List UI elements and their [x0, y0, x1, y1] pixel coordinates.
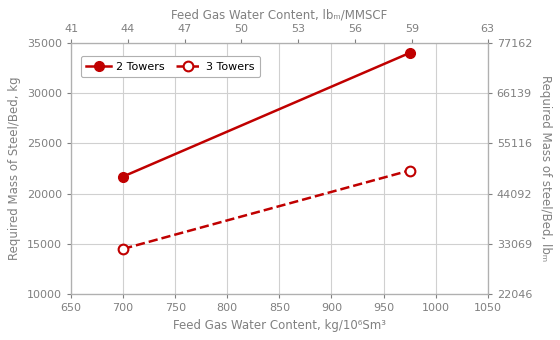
- Y-axis label: Required Mass of steel/Bed, lbₘ: Required Mass of steel/Bed, lbₘ: [539, 75, 552, 261]
- X-axis label: Feed Gas Water Content, lbₘ/MMSCF: Feed Gas Water Content, lbₘ/MMSCF: [171, 8, 388, 21]
- X-axis label: Feed Gas Water Content, kg/10⁶Sm³: Feed Gas Water Content, kg/10⁶Sm³: [173, 319, 386, 332]
- 2 Towers: [406, 51, 413, 55]
- Legend: 2 Towers, 3 Towers: 2 Towers, 3 Towers: [81, 56, 260, 77]
- 2 Towers: [120, 174, 127, 179]
- 3 Towers: [406, 168, 413, 172]
- 3 Towers: [120, 247, 127, 251]
- Y-axis label: Required Mass of Steel/Bed, kg: Required Mass of Steel/Bed, kg: [8, 77, 21, 260]
- Line: 2 Towers: 2 Towers: [118, 48, 414, 182]
- Line: 3 Towers: 3 Towers: [118, 166, 414, 254]
